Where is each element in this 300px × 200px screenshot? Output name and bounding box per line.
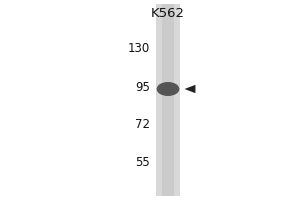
- Text: 72: 72: [135, 118, 150, 132]
- Text: 55: 55: [135, 156, 150, 170]
- Ellipse shape: [157, 82, 179, 96]
- Text: K562: K562: [151, 7, 185, 20]
- Text: 130: 130: [128, 42, 150, 54]
- Polygon shape: [184, 85, 195, 93]
- Bar: [162, 4, 174, 196]
- Bar: [156, 4, 180, 196]
- Text: 95: 95: [135, 81, 150, 94]
